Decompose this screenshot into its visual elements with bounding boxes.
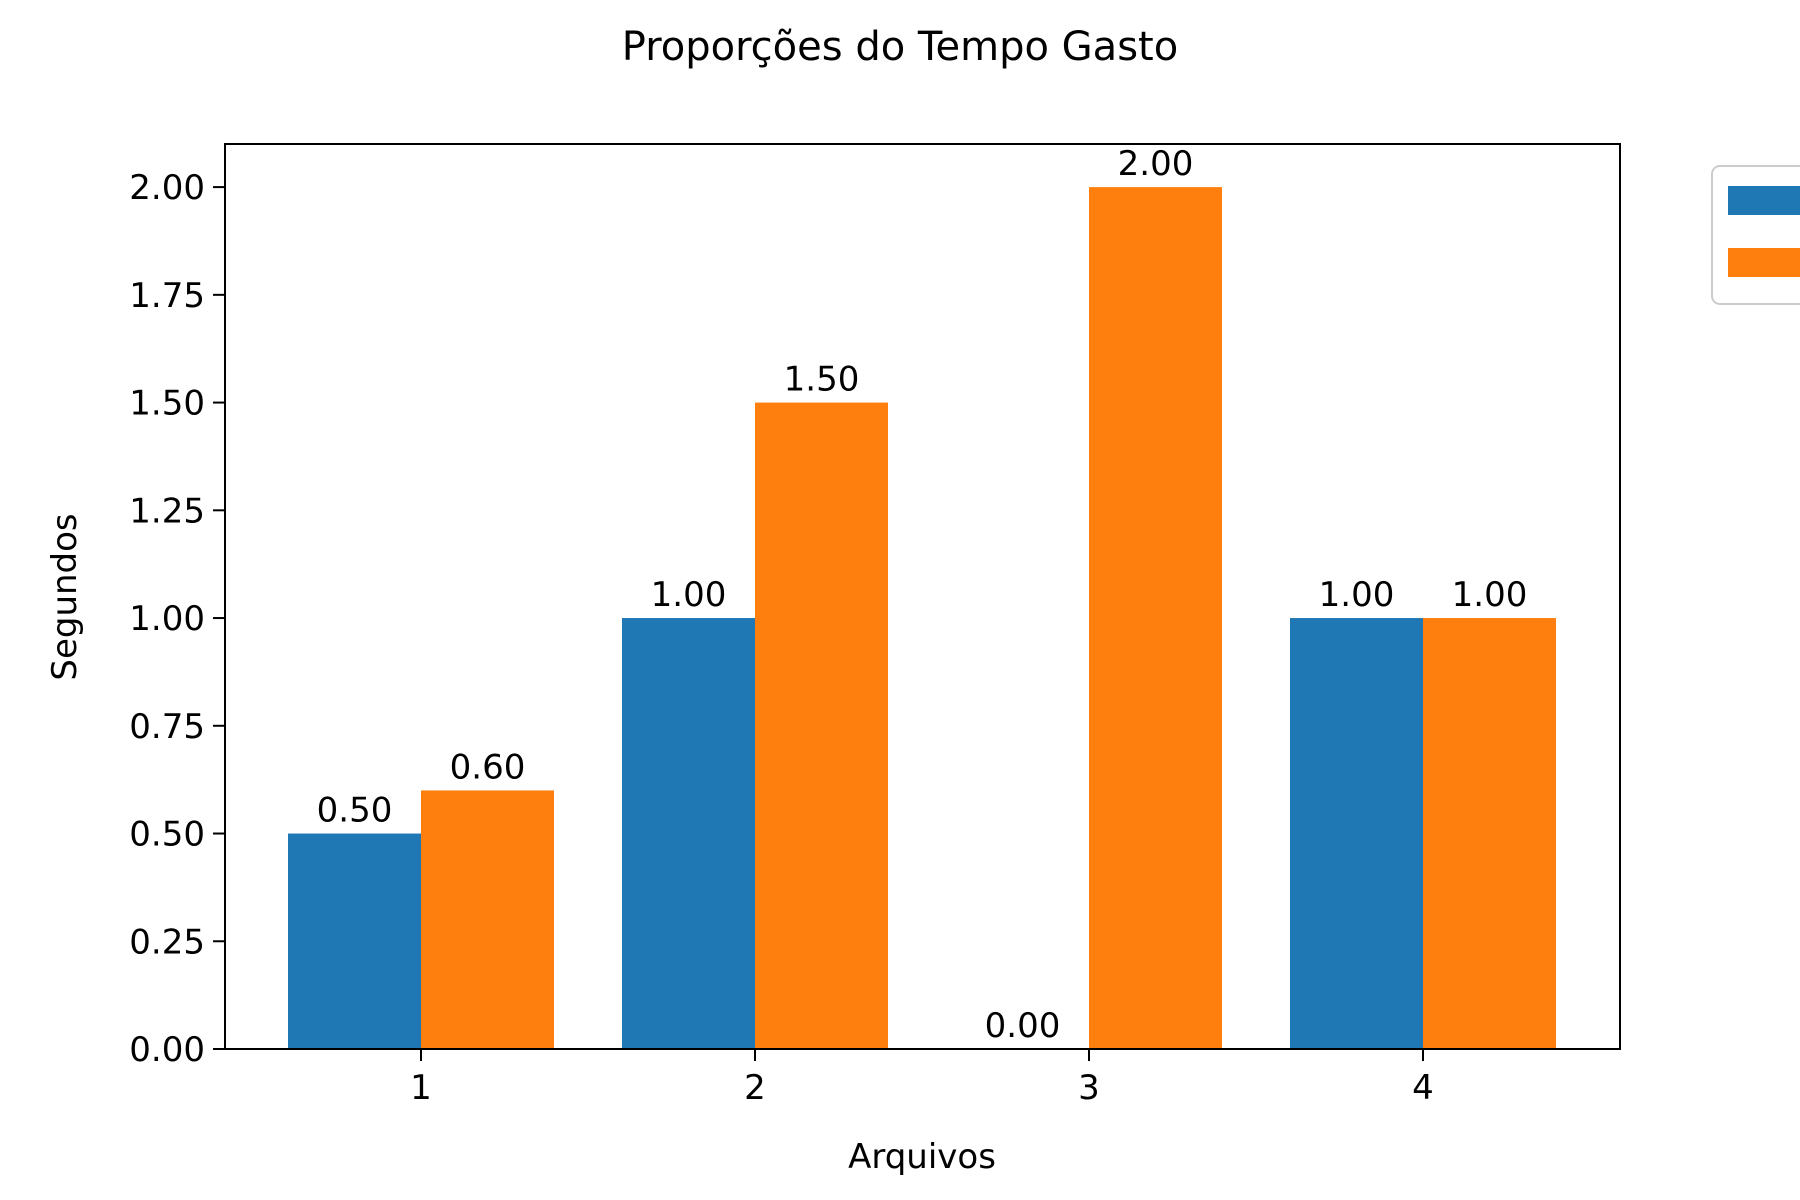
data-label-series-1-category-4: 1.00: [1319, 575, 1395, 615]
bar-series-2-category-1: [421, 790, 554, 1049]
y-tick-label: 0.50: [129, 815, 205, 855]
data-label-series-2-category-1: 0.60: [450, 747, 526, 787]
data-label-series-1-category-1: 0.50: [317, 791, 393, 831]
data-label-series-1-category-2: 1.00: [651, 575, 727, 615]
x-axis-ticks: 1 2 3 4: [410, 1049, 1434, 1108]
data-label-series-1-category-3: 0.00: [985, 1006, 1061, 1046]
bars-group: [288, 187, 1556, 1050]
data-label-series-2-category-3: 2.00: [1118, 144, 1194, 184]
y-tick-label: 2.00: [129, 168, 205, 208]
legend-swatch-series-2: [1728, 248, 1800, 277]
bar-labels-group: 0.50 1.00 0.00 1.00 0.60 1.50 2.00 1.00: [317, 144, 1528, 1046]
legend: [1711, 165, 1800, 305]
y-tick-label: 1.75: [129, 276, 205, 316]
chart-title: Proporções do Tempo Gasto: [622, 24, 1178, 70]
y-tick-label: 0.25: [129, 922, 205, 962]
legend-swatch-series-1: [1728, 186, 1800, 215]
x-tick-label: 4: [1412, 1068, 1434, 1108]
y-axis-ticks: 0.00 0.25 0.50 0.75 1.00 1.25 1.50 1.75 2.00: [129, 168, 225, 1070]
bar-series-1-category-1: [288, 833, 421, 1049]
x-tick-label: 3: [1078, 1068, 1100, 1108]
x-tick-label: 1: [410, 1068, 432, 1108]
bar-series-1-category-2: [622, 618, 755, 1049]
y-tick-label: 1.00: [129, 599, 205, 639]
bar-series-2-category-2: [755, 402, 888, 1050]
y-tick-label: 1.50: [129, 384, 205, 424]
bar-series-2-category-4: [1423, 618, 1556, 1049]
bar-series-1-category-4: [1290, 618, 1423, 1049]
y-tick-label: 1.25: [129, 491, 205, 531]
y-axis-label: Segundos: [45, 513, 85, 680]
plot-frame: [224, 143, 1621, 1050]
data-label-series-2-category-4: 1.00: [1452, 575, 1528, 615]
y-tick-label: 0.00: [129, 1030, 205, 1070]
x-tick-label: 2: [744, 1068, 766, 1108]
x-axis-label: Arquivos: [848, 1137, 996, 1177]
y-tick-label: 0.75: [129, 707, 205, 747]
data-label-series-2-category-2: 1.50: [784, 360, 860, 400]
bar-series-2-category-3: [1089, 187, 1222, 1050]
